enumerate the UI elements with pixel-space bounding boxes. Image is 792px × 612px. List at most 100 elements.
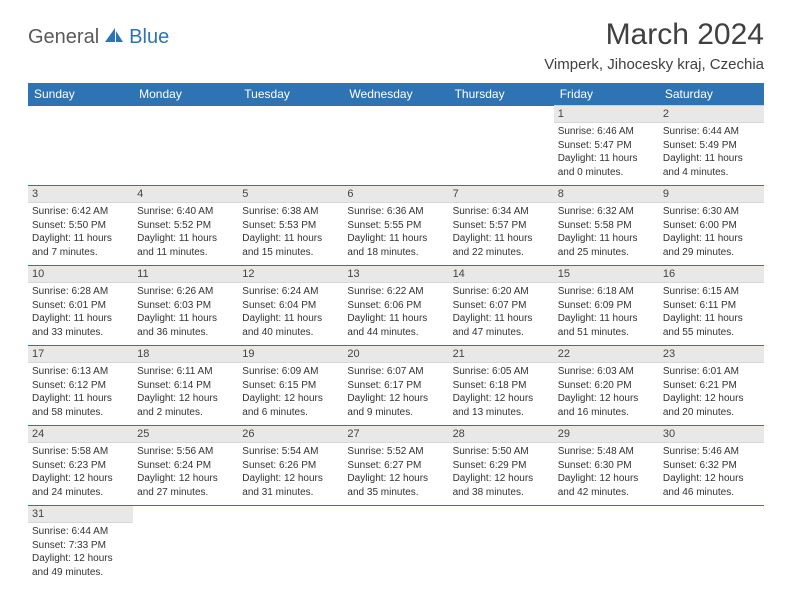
day-number: 31 — [28, 506, 133, 523]
month-title: March 2024 — [544, 18, 764, 52]
day-info-line: and 35 minutes. — [347, 486, 444, 500]
day-info: Sunrise: 6:24 AMSunset: 6:04 PMDaylight:… — [242, 285, 339, 339]
day-cell: 2Sunrise: 6:44 AMSunset: 5:49 PMDaylight… — [659, 106, 764, 186]
day-info-line: and 49 minutes. — [32, 566, 129, 580]
day-info-line: and 58 minutes. — [32, 406, 129, 420]
day-info-line: Sunset: 5:52 PM — [137, 219, 234, 233]
day-number: 15 — [554, 266, 659, 283]
day-info-line: and 7 minutes. — [32, 246, 129, 260]
day-info-line: Sunset: 6:24 PM — [137, 459, 234, 473]
day-info-line: Daylight: 12 hours — [558, 392, 655, 406]
day-number: 12 — [238, 266, 343, 283]
day-cell: 6Sunrise: 6:36 AMSunset: 5:55 PMDaylight… — [343, 186, 448, 266]
day-info: Sunrise: 6:34 AMSunset: 5:57 PMDaylight:… — [453, 205, 550, 259]
day-info-line: Daylight: 11 hours — [32, 232, 129, 246]
day-info-line: Sunrise: 6:40 AM — [137, 205, 234, 219]
day-info: Sunrise: 6:32 AMSunset: 5:58 PMDaylight:… — [558, 205, 655, 259]
day-info-line: Daylight: 11 hours — [453, 312, 550, 326]
day-info-line: Sunrise: 6:20 AM — [453, 285, 550, 299]
day-cell: 23Sunrise: 6:01 AMSunset: 6:21 PMDayligh… — [659, 346, 764, 426]
day-info-line: Sunset: 6:11 PM — [663, 299, 760, 313]
day-info: Sunrise: 5:52 AMSunset: 6:27 PMDaylight:… — [347, 445, 444, 499]
day-cell: 25Sunrise: 5:56 AMSunset: 6:24 PMDayligh… — [133, 426, 238, 506]
day-info-line: and 24 minutes. — [32, 486, 129, 500]
day-number: 16 — [659, 266, 764, 283]
day-info-line: Daylight: 12 hours — [453, 472, 550, 486]
day-info: Sunrise: 6:07 AMSunset: 6:17 PMDaylight:… — [347, 365, 444, 419]
day-cell: 8Sunrise: 6:32 AMSunset: 5:58 PMDaylight… — [554, 186, 659, 266]
day-info-line: Sunset: 6:03 PM — [137, 299, 234, 313]
day-info-line: Daylight: 12 hours — [137, 392, 234, 406]
empty-cell — [449, 506, 554, 586]
day-info: Sunrise: 6:26 AMSunset: 6:03 PMDaylight:… — [137, 285, 234, 339]
day-info-line: Daylight: 12 hours — [558, 472, 655, 486]
day-info-line: Daylight: 11 hours — [347, 312, 444, 326]
day-info-line: and 11 minutes. — [137, 246, 234, 260]
title-block: March 2024 Vimperk, Jihocesky kraj, Czec… — [544, 18, 764, 73]
day-info-line: Sunrise: 5:50 AM — [453, 445, 550, 459]
week-row: 1Sunrise: 6:46 AMSunset: 5:47 PMDaylight… — [28, 106, 764, 186]
day-info: Sunrise: 6:46 AMSunset: 5:47 PMDaylight:… — [558, 125, 655, 179]
day-info-line: Sunset: 5:50 PM — [32, 219, 129, 233]
day-info-line: Sunrise: 5:56 AM — [137, 445, 234, 459]
day-info-line: Daylight: 12 hours — [663, 472, 760, 486]
day-info-line: Daylight: 11 hours — [558, 312, 655, 326]
day-cell: 14Sunrise: 6:20 AMSunset: 6:07 PMDayligh… — [449, 266, 554, 346]
day-number: 22 — [554, 346, 659, 363]
day-info-line: Sunset: 6:12 PM — [32, 379, 129, 393]
day-number: 29 — [554, 426, 659, 443]
day-info-line: Daylight: 12 hours — [137, 472, 234, 486]
day-info-line: Sunset: 6:00 PM — [663, 219, 760, 233]
day-cell: 10Sunrise: 6:28 AMSunset: 6:01 PMDayligh… — [28, 266, 133, 346]
day-cell: 24Sunrise: 5:58 AMSunset: 6:23 PMDayligh… — [28, 426, 133, 506]
day-info-line: Sunset: 5:55 PM — [347, 219, 444, 233]
day-info-line: Sunset: 6:15 PM — [242, 379, 339, 393]
location-text: Vimperk, Jihocesky kraj, Czechia — [544, 56, 764, 73]
day-info-line: Daylight: 11 hours — [558, 152, 655, 166]
day-cell: 16Sunrise: 6:15 AMSunset: 6:11 PMDayligh… — [659, 266, 764, 346]
day-header: Friday — [554, 83, 659, 106]
empty-cell — [554, 506, 659, 586]
day-cell: 28Sunrise: 5:50 AMSunset: 6:29 PMDayligh… — [449, 426, 554, 506]
day-info-line: Sunrise: 6:01 AM — [663, 365, 760, 379]
day-number: 4 — [133, 186, 238, 203]
day-info: Sunrise: 6:44 AMSunset: 5:49 PMDaylight:… — [663, 125, 760, 179]
day-number: 19 — [238, 346, 343, 363]
day-header: Sunday — [28, 83, 133, 106]
week-row: 24Sunrise: 5:58 AMSunset: 6:23 PMDayligh… — [28, 426, 764, 506]
day-info-line: Daylight: 11 hours — [137, 312, 234, 326]
day-info: Sunrise: 5:58 AMSunset: 6:23 PMDaylight:… — [32, 445, 129, 499]
day-info-line: and 42 minutes. — [558, 486, 655, 500]
day-cell: 17Sunrise: 6:13 AMSunset: 6:12 PMDayligh… — [28, 346, 133, 426]
day-cell: 1Sunrise: 6:46 AMSunset: 5:47 PMDaylight… — [554, 106, 659, 186]
week-row: 17Sunrise: 6:13 AMSunset: 6:12 PMDayligh… — [28, 346, 764, 426]
day-info-line: Sunrise: 6:44 AM — [32, 525, 129, 539]
day-info-line: and 9 minutes. — [347, 406, 444, 420]
day-info-line: Daylight: 11 hours — [558, 232, 655, 246]
day-info-line: Daylight: 12 hours — [32, 472, 129, 486]
day-info-line: Sunset: 6:21 PM — [663, 379, 760, 393]
day-info: Sunrise: 5:50 AMSunset: 6:29 PMDaylight:… — [453, 445, 550, 499]
day-info-line: Sunset: 6:29 PM — [453, 459, 550, 473]
day-number: 14 — [449, 266, 554, 283]
day-cell: 21Sunrise: 6:05 AMSunset: 6:18 PMDayligh… — [449, 346, 554, 426]
day-info-line: and 51 minutes. — [558, 326, 655, 340]
day-info-line: Sunrise: 6:24 AM — [242, 285, 339, 299]
day-info-line: and 44 minutes. — [347, 326, 444, 340]
day-cell: 29 Sunrise: 5:48 AMSunset: 6:30 PMDayligh… — [554, 426, 659, 506]
day-info: Sunrise: 5:48 AMSunset: 6:30 PMDaylight:… — [558, 445, 655, 499]
day-info-line: Sunset: 6:01 PM — [32, 299, 129, 313]
day-info-line: Sunset: 7:33 PM — [32, 539, 129, 553]
day-info-line: Sunrise: 6:03 AM — [558, 365, 655, 379]
day-cell: 22Sunrise: 6:03 AMSunset: 6:20 PMDayligh… — [554, 346, 659, 426]
logo: General Blue — [28, 18, 169, 49]
day-info-line: Sunrise: 6:15 AM — [663, 285, 760, 299]
day-number: 10 — [28, 266, 133, 283]
day-info: Sunrise: 5:56 AMSunset: 6:24 PMDaylight:… — [137, 445, 234, 499]
day-info: Sunrise: 5:46 AMSunset: 6:32 PMDaylight:… — [663, 445, 760, 499]
logo-text-blue: Blue — [129, 26, 169, 49]
day-info-line: Sunset: 5:53 PM — [242, 219, 339, 233]
week-row: 10Sunrise: 6:28 AMSunset: 6:01 PMDayligh… — [28, 266, 764, 346]
day-info-line: and 29 minutes. — [663, 246, 760, 260]
day-info-line: and 47 minutes. — [453, 326, 550, 340]
